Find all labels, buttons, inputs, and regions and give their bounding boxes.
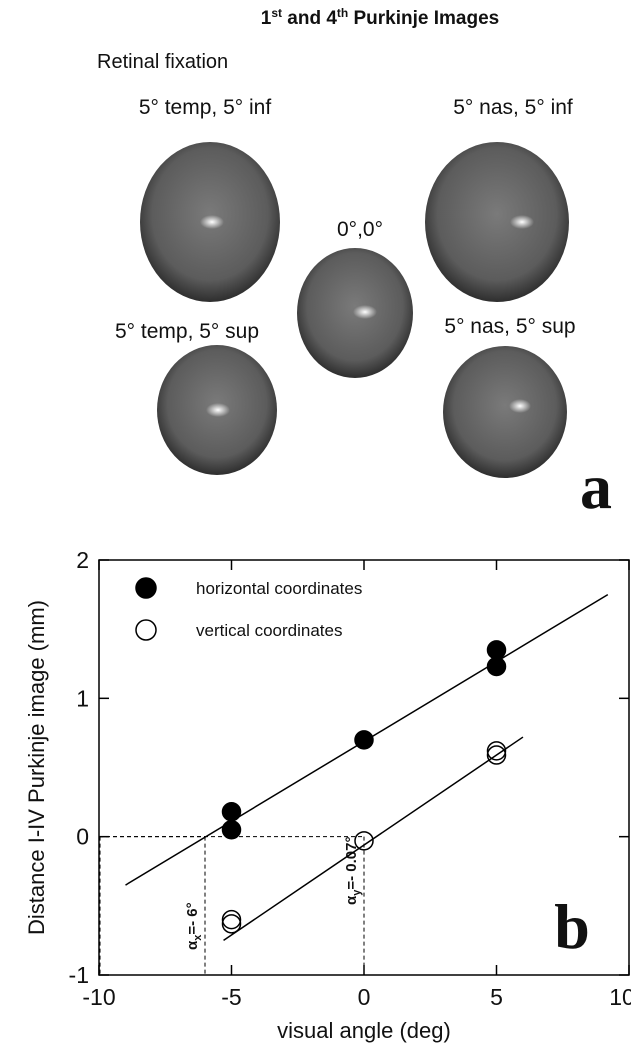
legend-marker	[135, 577, 157, 599]
point	[221, 820, 242, 840]
point	[221, 909, 242, 930]
title-part: and 4	[282, 8, 337, 29]
panel-label: b	[554, 891, 590, 962]
legend-label: horizontal coordinates	[196, 579, 362, 598]
annotation: αy=- 0.07°	[343, 837, 363, 905]
eye-label: 5° temp, 5° inf	[139, 96, 272, 119]
eye	[443, 346, 567, 478]
point	[486, 745, 507, 765]
eye	[140, 142, 280, 302]
eye-label: 0°,0°	[337, 218, 383, 241]
y-tick-label: -1	[69, 962, 89, 988]
point	[486, 640, 507, 660]
title-part: st	[271, 6, 282, 20]
eye-photos	[140, 142, 569, 478]
annotation-text: =- 0.07°	[343, 837, 360, 890]
annotation-sub: x	[192, 934, 204, 941]
x-tick-label: 5	[490, 984, 503, 1010]
plot-frame	[98, 559, 630, 976]
eye-label: 5° nas, 5° inf	[453, 96, 573, 119]
title-part: 1	[261, 8, 272, 29]
y-tick-label: 0	[76, 824, 89, 850]
panel-title: 1st and 4th Purkinje Images	[261, 6, 500, 29]
y-tick-label: 1	[76, 685, 89, 711]
x-axis-label: visual angle (deg)	[277, 1018, 451, 1043]
point	[221, 914, 242, 934]
point	[354, 730, 374, 750]
legend-label: vertical coordinates	[196, 621, 342, 640]
annotation-text: =- 6°	[184, 902, 201, 934]
point	[486, 741, 507, 761]
point	[354, 831, 374, 851]
eye	[425, 142, 569, 302]
eye	[297, 248, 413, 378]
eye-label: 5° nas, 5° sup	[444, 315, 575, 338]
panel-label: a	[580, 451, 612, 522]
x-tick-label: -10	[82, 984, 115, 1010]
annotation-symbol: α	[343, 895, 360, 905]
point	[486, 656, 507, 677]
eye-label: 5° temp, 5° sup	[115, 320, 259, 343]
y-axis-label: Distance I-IV Purkinje image (mm)	[24, 600, 49, 935]
annotation-sub: y	[351, 889, 363, 896]
panel-subtitle: Retinal fixation	[97, 51, 228, 73]
y-tick-label: 2	[76, 547, 89, 573]
x-tick-label: 0	[358, 984, 371, 1010]
point	[221, 802, 242, 822]
title-part: Purkinje Images	[348, 8, 499, 29]
x-tick-label: 10	[609, 984, 631, 1010]
annotation-symbol: α	[184, 940, 201, 950]
x-tick-label: -5	[221, 984, 241, 1010]
eye	[157, 345, 277, 475]
title-part: th	[337, 6, 348, 20]
annotation: αx=- 6°	[184, 902, 204, 950]
legend-marker	[135, 619, 157, 641]
